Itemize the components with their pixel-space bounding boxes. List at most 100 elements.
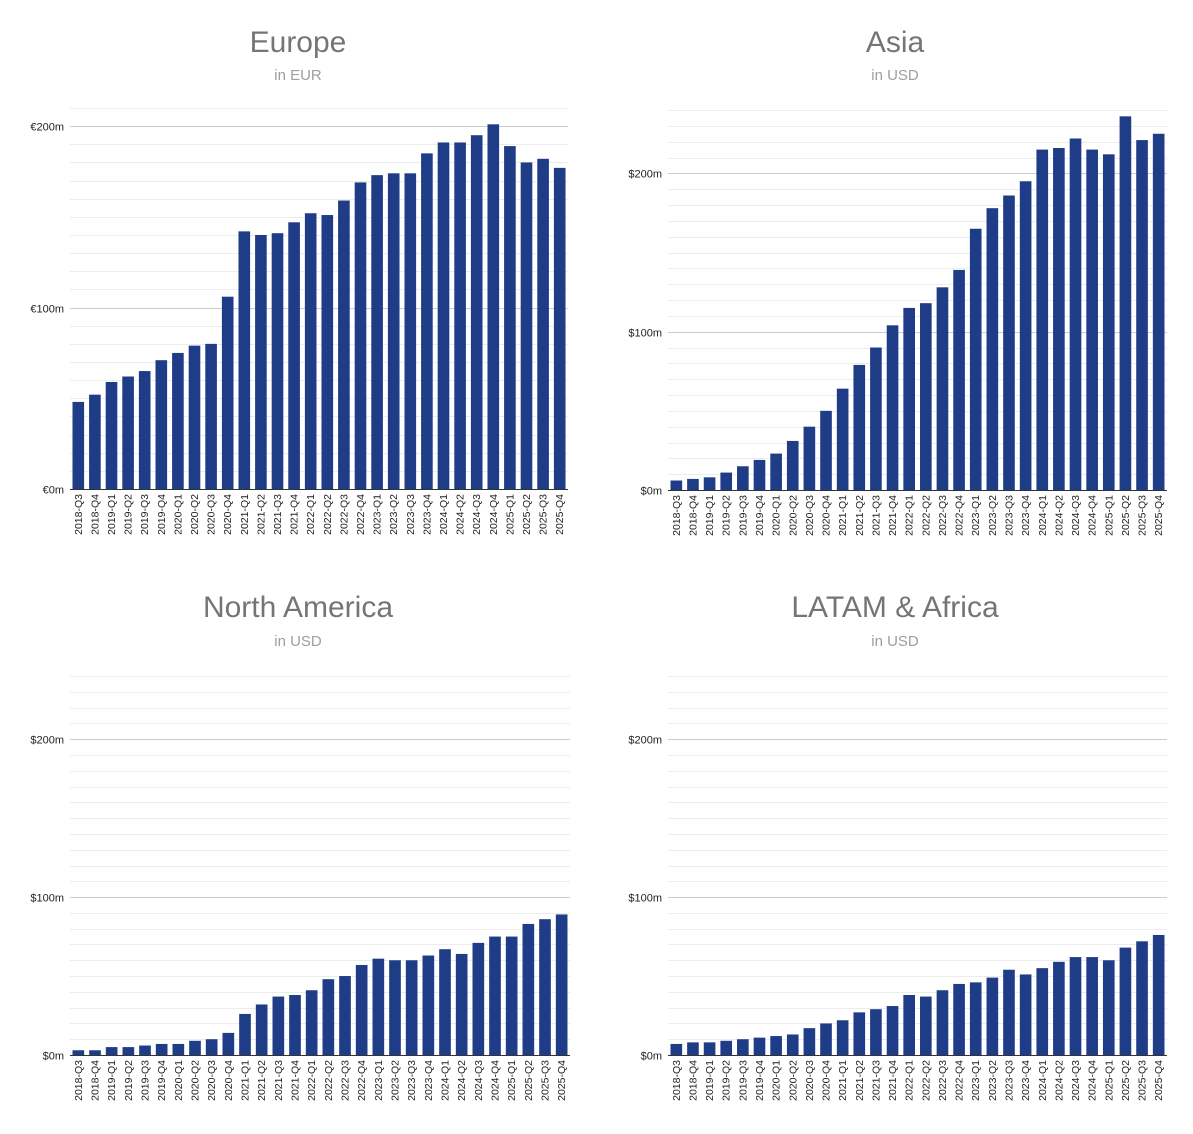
x-tick-label: 2022-Q1 xyxy=(305,494,317,535)
x-tick-label: 2019-Q1 xyxy=(106,1060,118,1101)
x-tick-label: 2021-Q1 xyxy=(837,1060,849,1101)
x-tick-label: 2019-Q2 xyxy=(123,494,135,535)
chart-title: Asia xyxy=(866,26,925,59)
x-tick-label: 2021-Q3 xyxy=(870,495,882,536)
bar xyxy=(105,381,118,489)
x-tick-label: 2022-Q4 xyxy=(954,1060,966,1101)
bar xyxy=(920,996,932,1055)
bar xyxy=(338,200,350,489)
chart-subtitle: in USD xyxy=(871,67,919,84)
bar xyxy=(1019,181,1032,490)
x-tick-label: 2019-Q4 xyxy=(754,495,766,536)
x-tick-label: 2021-Q1 xyxy=(239,494,251,535)
x-tick-label: 2025-Q1 xyxy=(1103,495,1115,536)
x-tick-label: 2019-Q2 xyxy=(721,495,733,536)
bar xyxy=(803,1028,816,1055)
x-tick-label: 2025-Q2 xyxy=(523,1060,535,1101)
x-tick-label: 2022-Q4 xyxy=(356,1060,368,1101)
bar xyxy=(454,142,466,489)
bar xyxy=(455,953,468,1055)
chart-svg: Europe in EUR €0m €100m €200m 2018-Q3 2018-Q… xyxy=(30,26,568,535)
bar xyxy=(520,162,533,489)
x-tick-label: 2022-Q4 xyxy=(954,495,966,536)
bar xyxy=(155,1043,168,1055)
chart-subtitle: in USD xyxy=(871,633,919,650)
bar xyxy=(489,936,501,1055)
chart-svg: Asia in USD $0m $100m $200m 2018-Q3 2018-Q4 2… xyxy=(628,26,1167,536)
bar xyxy=(421,153,433,490)
bar xyxy=(189,1040,201,1055)
bar xyxy=(870,347,882,490)
plot-area: €0m €100m €200m 2018-Q3 2018-Q4 2019-Q1 2019-Q… xyxy=(30,108,568,535)
x-tick-label: 2019-Q4 xyxy=(754,1060,766,1101)
bar xyxy=(487,124,500,489)
bar xyxy=(720,472,733,490)
bar xyxy=(472,942,485,1055)
x-tick-label: 2020-Q4 xyxy=(223,1060,235,1101)
bar xyxy=(1136,941,1148,1055)
bar xyxy=(339,976,351,1055)
x-tick-label: 2020-Q3 xyxy=(206,494,218,535)
x-tick-label: 2018-Q3 xyxy=(671,495,683,536)
bar xyxy=(272,996,285,1055)
bar xyxy=(354,182,367,489)
chart-subtitle: in USD xyxy=(274,633,322,650)
x-tick-label: 2023-Q3 xyxy=(1003,1060,1015,1101)
bar xyxy=(786,1034,799,1055)
x-tick-label: 2023-Q4 xyxy=(1020,1060,1032,1101)
x-tick-label: 2024-Q1 xyxy=(440,1060,452,1101)
bar xyxy=(239,1013,251,1055)
bar xyxy=(870,1009,882,1055)
bar xyxy=(387,173,400,489)
bar xyxy=(1102,960,1115,1055)
bar xyxy=(72,401,85,489)
bar xyxy=(836,388,849,490)
y-tick-label: $0m xyxy=(641,1051,662,1063)
x-tick-label: 2021-Q4 xyxy=(290,1060,302,1101)
x-tick-label: 2025-Q3 xyxy=(540,1060,552,1101)
x-tick-label: 2024-Q2 xyxy=(455,494,467,535)
x-tick-label: 2024-Q1 xyxy=(438,494,450,535)
bar xyxy=(1119,116,1132,490)
x-tick-label: 2025-Q4 xyxy=(556,1060,568,1101)
x-tick-label: 2021-Q3 xyxy=(870,1060,882,1101)
x-tick-label: 2021-Q3 xyxy=(272,494,284,535)
plot-area: $0m $100m $200m 2018-Q3 2018-Q4 2019-Q1 2019-Q… xyxy=(628,110,1167,536)
x-tick-label: 2023-Q1 xyxy=(970,1060,982,1101)
y-tick-label: €0m xyxy=(43,485,64,497)
bar xyxy=(289,994,301,1055)
x-tick-label: 2019-Q1 xyxy=(704,495,716,536)
x-tick-label: 2023-Q2 xyxy=(388,494,400,535)
bar xyxy=(1003,195,1015,490)
bar xyxy=(1036,968,1049,1055)
bar xyxy=(288,222,300,490)
x-tick-label: 2021-Q2 xyxy=(255,494,267,535)
bar xyxy=(853,1012,866,1055)
bar xyxy=(188,345,201,489)
bar xyxy=(222,1032,235,1055)
x-tick-label: 2022-Q2 xyxy=(920,495,932,536)
y-tick-label: $100m xyxy=(628,328,662,340)
x-tick-label: 2019-Q3 xyxy=(139,494,151,535)
x-tick-label: 2025-Q2 xyxy=(1120,495,1132,536)
x-tick-label: 2022-Q2 xyxy=(323,1060,335,1101)
bar xyxy=(139,1045,151,1055)
bar xyxy=(255,235,267,489)
x-tick-label: 2024-Q4 xyxy=(1087,1060,1099,1101)
bar xyxy=(72,1050,85,1055)
x-tick-label: 2019-Q4 xyxy=(156,1060,168,1101)
bar xyxy=(969,228,982,490)
x-tick-label: 2024-Q3 xyxy=(473,1060,485,1101)
x-tick-label: 2024-Q2 xyxy=(456,1060,468,1101)
bar xyxy=(670,1043,683,1055)
chart-title: Europe xyxy=(250,26,347,59)
x-tick-label: 2018-Q4 xyxy=(90,1060,102,1101)
bar xyxy=(1102,154,1115,490)
x-tick-label: 2025-Q3 xyxy=(538,494,550,535)
bar xyxy=(105,1047,118,1055)
bar xyxy=(322,979,335,1055)
bar xyxy=(553,167,566,489)
x-tick-label: 2024-Q1 xyxy=(1037,495,1049,536)
bar xyxy=(138,371,151,489)
bar xyxy=(1136,140,1148,490)
